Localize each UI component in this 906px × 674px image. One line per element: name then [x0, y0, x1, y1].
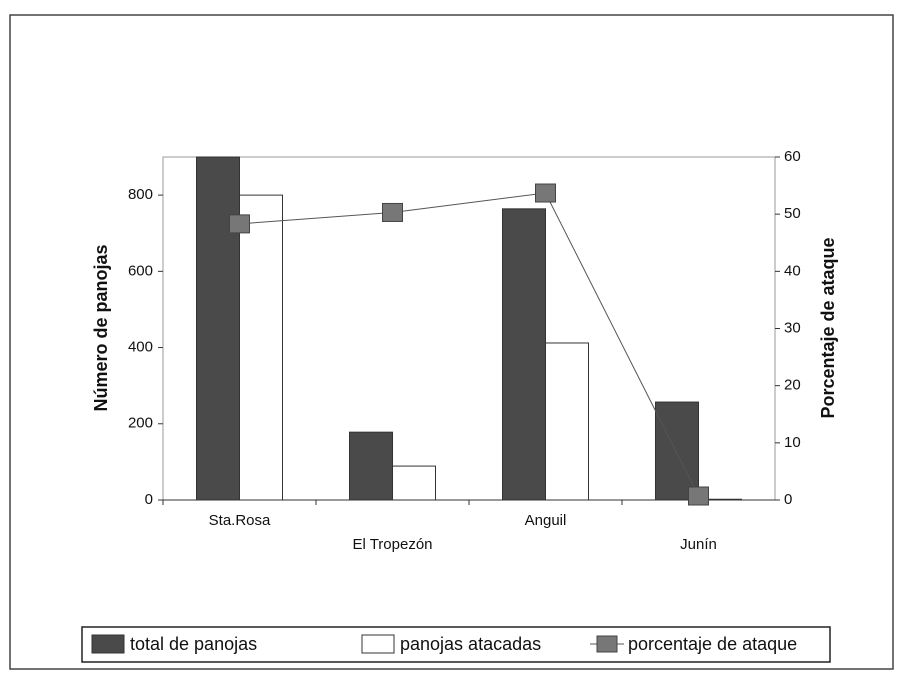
y2-tick-label: 50 [784, 205, 801, 222]
line [239, 192, 699, 497]
marker [229, 214, 250, 234]
y-tick-label: 800 [128, 186, 153, 203]
x-tick-label: Anguil [525, 512, 567, 529]
legend-marker [596, 635, 618, 653]
bar [239, 194, 283, 501]
y-tick-label: 0 [145, 491, 153, 508]
y-axis-title: Número de panojas [91, 244, 111, 411]
legend-label: porcentaje de ataque [628, 634, 797, 654]
y2-axis-title: Porcentaje de ataque [818, 237, 838, 418]
marker [382, 202, 403, 222]
x-tick-label: El Tropezón [352, 536, 432, 553]
marker [688, 486, 709, 506]
legend-swatch [91, 634, 125, 654]
bar [196, 156, 240, 501]
legend-label: panojas atacadas [400, 634, 541, 654]
y-tick-label: 200 [128, 415, 153, 432]
legend-label: total de panojas [130, 634, 257, 654]
bar [655, 401, 699, 501]
bar [349, 431, 393, 501]
y2-tick-label: 10 [784, 434, 801, 451]
y2-tick-label: 0 [784, 491, 792, 508]
bar [502, 208, 546, 501]
x-tick-label: Junín [680, 536, 717, 553]
y2-tick-label: 60 [784, 148, 801, 165]
frame [9, 14, 894, 670]
y2-tick-label: 20 [784, 377, 801, 394]
legend-swatch [361, 634, 395, 654]
bar [545, 342, 589, 501]
y2-tick-label: 40 [784, 262, 801, 279]
x-tick-label: Sta.Rosa [209, 512, 271, 529]
y-tick-label: 600 [128, 262, 153, 279]
marker [535, 183, 556, 203]
legend [81, 626, 831, 663]
y-tick-label: 400 [128, 339, 153, 356]
y2-tick-label: 30 [784, 319, 801, 336]
bar [392, 465, 436, 501]
